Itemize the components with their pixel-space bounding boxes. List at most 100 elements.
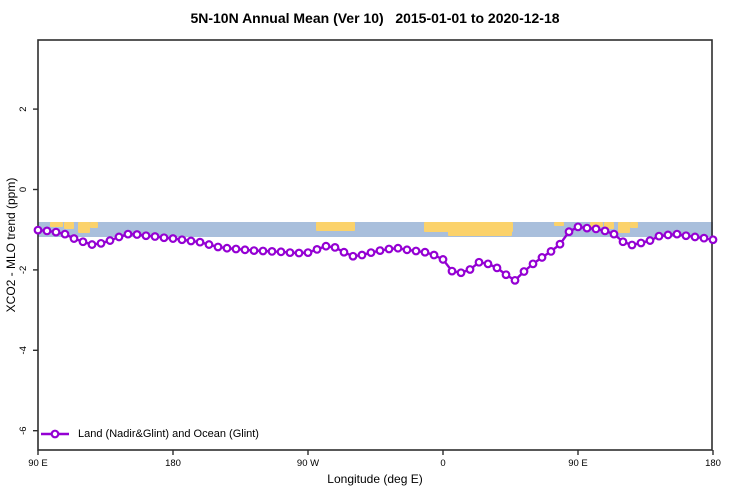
land-patch [50, 222, 63, 227]
data-point-marker [348, 251, 358, 261]
data-point-marker [285, 248, 295, 258]
data-point-marker [267, 247, 277, 256]
data-point-marker [618, 237, 628, 247]
y-tick-label: -2 [18, 266, 29, 274]
data-point-marker [609, 229, 619, 239]
data-point-marker [582, 223, 592, 233]
plot-border [37, 39, 713, 451]
legend: Land (Nadir&Glint) and Ocean (Glint) [40, 426, 259, 442]
data-point-marker [60, 229, 70, 239]
data-point-marker [357, 250, 367, 260]
x-axis-label: Longitude (deg E) [327, 472, 423, 486]
x-tick-label: 90 E [28, 458, 48, 469]
data-point-marker [177, 235, 187, 245]
land-patch [90, 222, 98, 228]
data-point-marker [411, 246, 421, 256]
data-point-marker [195, 237, 205, 247]
data-point-marker [456, 268, 466, 278]
y-tick-label: 2 [18, 106, 29, 111]
data-point-marker [708, 235, 718, 245]
data-point-marker [429, 250, 439, 260]
land-patch [618, 222, 630, 233]
y-axis-label: XCO2 - MLO trend (ppm) [4, 177, 18, 313]
data-point-marker [447, 266, 457, 276]
data-point-marker [600, 226, 610, 236]
data-point-marker [114, 232, 124, 242]
data-point-marker [105, 236, 115, 245]
y-tick-label: -6 [18, 426, 29, 434]
data-point-marker [519, 267, 529, 276]
data-point-marker [555, 239, 565, 249]
data-point-marker [402, 245, 412, 255]
data-point-marker [645, 236, 655, 245]
land-patch [448, 231, 512, 236]
data-point-marker [213, 242, 223, 252]
data-point-marker [573, 222, 583, 232]
data-point-marker [681, 231, 691, 241]
data-point-marker [339, 247, 349, 257]
y-tick-label: -4 [18, 346, 29, 354]
data-point-marker [474, 257, 484, 267]
data-point-marker [393, 243, 403, 253]
data-point-marker [240, 245, 250, 255]
data-point-marker [591, 224, 601, 234]
data-point-marker [258, 246, 268, 256]
data-point-marker [546, 247, 556, 256]
data-point-marker [366, 248, 376, 258]
data-point-marker [33, 225, 43, 235]
land-patch [630, 222, 638, 228]
land-patch [554, 222, 564, 226]
data-point-marker [528, 259, 538, 269]
data-point-marker [69, 234, 79, 243]
legend-label: Land (Nadir&Glint) and Ocean (Glint) [78, 428, 259, 440]
data-point-marker [537, 253, 547, 262]
data-point-marker [42, 226, 52, 236]
data-point-marker [384, 244, 394, 254]
data-point-marker [276, 247, 286, 257]
ocean-band [38, 222, 713, 237]
data-point-marker [96, 238, 106, 248]
data-point-marker [492, 263, 502, 273]
land-patch [64, 222, 74, 229]
data-point-marker [150, 232, 160, 241]
data-point-marker [321, 241, 331, 251]
data-point-marker [465, 265, 475, 274]
data-point-marker [330, 242, 340, 252]
data-point-marker [141, 231, 151, 241]
data-point-marker [510, 275, 520, 285]
data-point-marker [303, 248, 313, 258]
data-point-marker [672, 229, 682, 239]
trend-line [37, 225, 714, 282]
data-point-marker [564, 227, 574, 237]
data-point-marker [123, 229, 133, 239]
x-tick-label: 90 E [568, 458, 588, 469]
data-point-marker [222, 243, 232, 253]
data-point-marker [249, 246, 259, 256]
data-point-marker [420, 247, 430, 257]
land-patch [316, 222, 355, 231]
data-point-marker [654, 231, 664, 241]
data-point-marker [438, 255, 448, 264]
data-point-marker [294, 248, 304, 258]
data-point-marker [312, 244, 322, 254]
data-point-marker [51, 227, 61, 237]
data-point-marker [636, 238, 646, 248]
x-tick-label: 90 W [297, 458, 319, 469]
data-point-marker [483, 259, 493, 269]
x-tick-label: 0 [440, 458, 445, 469]
data-point-marker [699, 233, 709, 243]
data-point-marker [231, 244, 241, 254]
data-point-marker [168, 234, 178, 243]
data-point-marker [87, 240, 97, 249]
data-point-marker [159, 233, 169, 243]
data-point-marker [132, 230, 142, 239]
chart-title: 5N-10N Annual Mean (Ver 10) 2015-01-01 t… [190, 10, 560, 26]
data-point-marker [690, 232, 700, 242]
data-point-marker [501, 270, 511, 280]
data-point-marker [627, 240, 637, 250]
y-tick-label: 0 [18, 187, 29, 192]
land-patch [424, 222, 513, 232]
land-patch [78, 222, 90, 233]
